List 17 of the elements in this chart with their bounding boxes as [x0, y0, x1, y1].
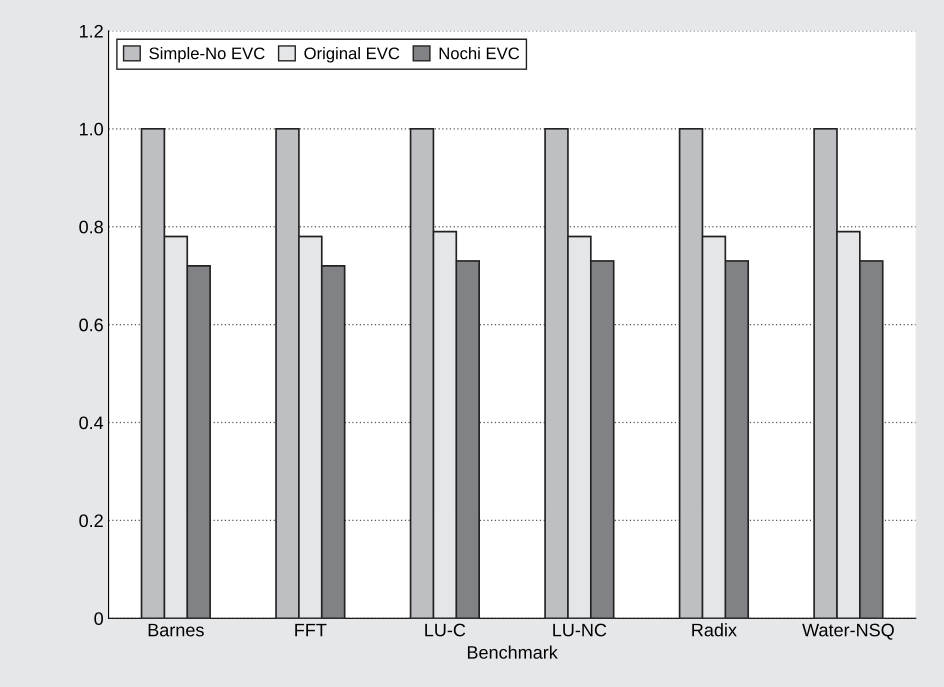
y-tick-label: 0.2	[79, 514, 103, 528]
y-tick-label: 0.6	[79, 318, 103, 332]
legend-label: Nochi EVC	[440, 47, 520, 60]
x-tick-label: Barnes	[148, 624, 204, 636]
x-tick-label: FFT	[295, 624, 326, 636]
x-tick-label: Water-NSQ	[802, 624, 894, 640]
x-tick-label: LU-C	[425, 624, 466, 636]
legend-label: Original EVC	[304, 47, 400, 63]
y-tick-label: 0.4	[79, 416, 104, 430]
y-tick-label: 0	[94, 612, 103, 626]
y-tick-label: 0.8	[79, 220, 103, 234]
y-tick-label: 1.0	[80, 122, 103, 136]
legend-label: Simple-No EVC	[149, 47, 265, 63]
y-tick-label: 1.2	[80, 24, 103, 38]
x-tick-label: Radix	[692, 623, 737, 636]
x-tick-label: LU-NC	[553, 624, 606, 636]
x-axis-title: Benchmark	[468, 646, 558, 659]
